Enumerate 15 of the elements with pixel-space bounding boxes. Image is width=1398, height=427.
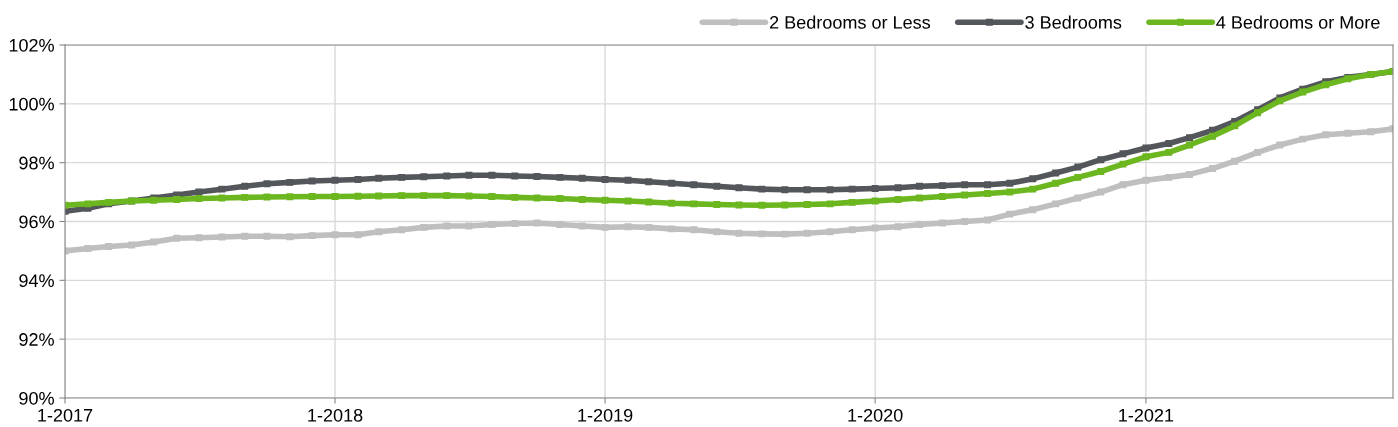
x-tick-label: 1-2021 (1119, 408, 1174, 422)
y-tick-label: 94% (19, 274, 54, 288)
legend-label: 3 Bedrooms (1025, 15, 1122, 29)
legend-label: 4 Bedrooms or More (1216, 15, 1380, 29)
x-tick-label: 1-2018 (308, 408, 363, 422)
y-tick-label: 102% (9, 38, 54, 52)
y-tick-label: 98% (19, 156, 54, 170)
x-tick-label: 1-2019 (578, 408, 633, 422)
y-tick-label: 100% (9, 97, 54, 111)
legend-label: 2 Bedrooms or Less (770, 15, 931, 29)
x-tick-label: 1-2020 (848, 408, 903, 422)
y-tick-label: 90% (19, 391, 54, 405)
y-tick-label: 92% (19, 333, 54, 346)
y-tick-label: 96% (19, 215, 54, 229)
x-tick-label: 1-2017 (38, 408, 93, 422)
